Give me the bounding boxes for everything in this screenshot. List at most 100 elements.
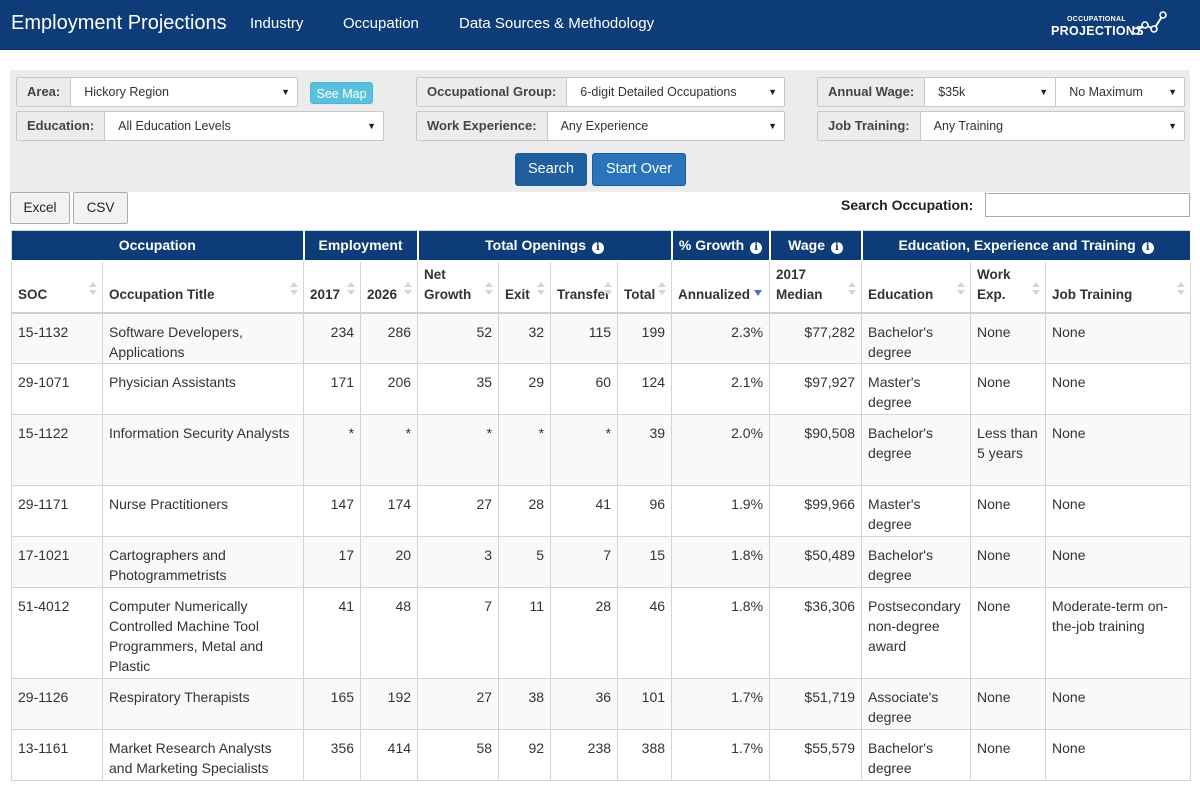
column-header-employment-2017[interactable]: 2017 (303, 260, 362, 314)
column-header-work-exp[interactable]: Work Exp. (970, 260, 1047, 314)
median-wage-cell: $51,719 (769, 678, 863, 730)
see-map-button[interactable]: See Map (310, 82, 373, 104)
job-training-cell: None (1045, 729, 1192, 781)
table-row[interactable]: 51-4012 Computer Numerically Controlled M… (11, 587, 1192, 679)
employment-2026-cell: 20 (360, 536, 419, 588)
job-training-cell: None (1045, 485, 1192, 537)
annualized-growth-cell: 1.7% (671, 678, 771, 730)
wage-max-select[interactable]: No Maximum ▼ (1055, 78, 1184, 106)
employment-2026-cell: 48 (360, 587, 419, 679)
occupational-projections-logo[interactable]: OCCUPATIONAL PROJECTIONS (1050, 8, 1190, 42)
education-cell: Master's degree (861, 485, 972, 537)
column-header-job-training[interactable]: Job Training (1045, 260, 1192, 314)
dropdown-caret-icon: ▼ (768, 121, 777, 131)
area-filter: Area: Hickory Region ▼ (16, 77, 298, 107)
info-icon[interactable]: i (830, 241, 843, 254)
work-exp-cell: None (970, 312, 1047, 364)
education-label: Education: (17, 112, 106, 140)
sort-icon (485, 281, 494, 296)
median-wage-cell: $97,927 (769, 363, 863, 415)
wage-min-select[interactable]: $35k ▼ (925, 78, 1055, 106)
education-select[interactable]: All Education Levels ▼ (105, 112, 383, 140)
table-row[interactable]: 15-1132 Software Developers, Applications… (11, 312, 1192, 364)
info-icon[interactable]: i (750, 241, 763, 254)
occupations-table: Occupation Employment Total Openings i %… (10, 230, 1192, 781)
column-header-transfer[interactable]: Transfer (550, 260, 619, 314)
excel-export-button[interactable]: Excel (10, 192, 70, 224)
soc-cell: 15-1132 (11, 312, 103, 364)
job-training-select[interactable]: Any Training ▼ (921, 112, 1184, 140)
employment-2017-cell: 356 (303, 729, 362, 781)
column-header-education[interactable]: Education (861, 260, 972, 314)
sort-icon (537, 281, 546, 296)
search-occupation-input[interactable] (985, 193, 1190, 217)
exit-cell: 5 (498, 536, 552, 588)
info-icon[interactable]: i (591, 241, 604, 254)
employment-2017-cell: 171 (303, 363, 362, 415)
soc-cell: 29-1126 (11, 678, 103, 730)
transfer-cell: 115 (550, 312, 619, 364)
occupation-title-cell: Market Research Analysts and Marketing S… (101, 729, 305, 781)
nav-link-occupation[interactable]: Occupation (343, 15, 419, 32)
area-select[interactable]: Hickory Region ▼ (71, 78, 297, 106)
occupational-group-select[interactable]: 6-digit Detailed Occupations ▼ (567, 78, 784, 106)
total-openings-cell: 199 (617, 312, 673, 364)
table-row[interactable]: 29-1171 Nurse Practitioners 147 174 27 28 41 96… (11, 485, 1192, 537)
work-exp-cell: Less than 5 years (970, 414, 1047, 486)
group-header-employment: Employment (303, 230, 419, 262)
total-openings-cell: 15 (617, 536, 673, 588)
total-openings-cell: 46 (617, 587, 673, 679)
exit-cell: 38 (498, 678, 552, 730)
start-over-button[interactable]: Start Over (592, 153, 686, 186)
employment-2017-cell: 41 (303, 587, 362, 679)
table-row[interactable]: 29-1071 Physician Assistants 171 206 35 29 60 1… (11, 363, 1192, 415)
nav-link-data-sources[interactable]: Data Sources & Methodology (459, 15, 655, 32)
table-row[interactable]: 13-1161 Market Research Analysts and Mark… (11, 729, 1192, 781)
table-row[interactable]: 15-1122 Information Security Analysts * * * *… (11, 414, 1192, 486)
column-header-annualized[interactable]: Annualized (671, 260, 771, 314)
group-header-total-openings: Total Openings i (417, 230, 673, 262)
employment-2026-cell: 206 (360, 363, 419, 415)
occupational-group-label: Occupational Group: (417, 78, 568, 106)
column-header-exit[interactable]: Exit (498, 260, 552, 314)
column-header-soc[interactable]: SOC (11, 260, 103, 314)
job-training-cell: Moderate-term on-the-job training (1045, 587, 1192, 679)
annualized-growth-cell: 1.9% (671, 485, 771, 537)
exit-cell: 28 (498, 485, 552, 537)
work-experience-filter: Work Experience: Any Experience ▼ (416, 111, 785, 141)
total-openings-cell: 124 (617, 363, 673, 415)
education-cell: Postsecondary non-degree award (861, 587, 972, 679)
brand-title[interactable]: Employment Projections (11, 12, 227, 34)
education-cell: Associate's degree (861, 678, 972, 730)
transfer-cell: 238 (550, 729, 619, 781)
search-occupation-label: Search Occupation: (841, 197, 974, 213)
table-row[interactable]: 29-1126 Respiratory Therapists 165 192 27 38 3… (11, 678, 1192, 730)
work-experience-select[interactable]: Any Experience ▼ (548, 112, 784, 140)
column-header-employment-2026[interactable]: 2026 (360, 260, 419, 314)
group-header-wage: Wage i (769, 230, 863, 262)
column-header-occupation-title[interactable]: Occupation Title (101, 260, 305, 314)
info-icon[interactable]: i (1141, 241, 1154, 254)
column-header-net-growth[interactable]: Net Growth (417, 260, 500, 314)
annualized-growth-cell: 1.8% (671, 587, 771, 679)
sort-icon (658, 281, 667, 296)
soc-cell: 51-4012 (11, 587, 103, 679)
employment-2017-cell: 165 (303, 678, 362, 730)
column-header-total[interactable]: Total (617, 260, 673, 314)
column-header-median-wage[interactable]: 2017 Median (769, 260, 863, 314)
work-exp-cell: None (970, 587, 1047, 679)
employment-2026-cell: * (360, 414, 419, 486)
net-growth-cell: 7 (417, 587, 500, 679)
net-growth-cell: 27 (417, 485, 500, 537)
median-wage-cell: $77,282 (769, 312, 863, 364)
dropdown-caret-icon: ▼ (768, 87, 777, 97)
table-row[interactable]: 17-1021 Cartographers and Photogrammetris… (11, 536, 1192, 588)
median-wage-cell: $55,579 (769, 729, 863, 781)
transfer-cell: 36 (550, 678, 619, 730)
sort-descending-icon (754, 289, 763, 296)
search-button[interactable]: Search (515, 153, 587, 186)
csv-export-button[interactable]: CSV (73, 192, 128, 224)
group-header-education-training: Education, Experience and Training i (861, 230, 1192, 262)
net-growth-cell: 58 (417, 729, 500, 781)
nav-link-industry[interactable]: Industry (250, 15, 304, 32)
